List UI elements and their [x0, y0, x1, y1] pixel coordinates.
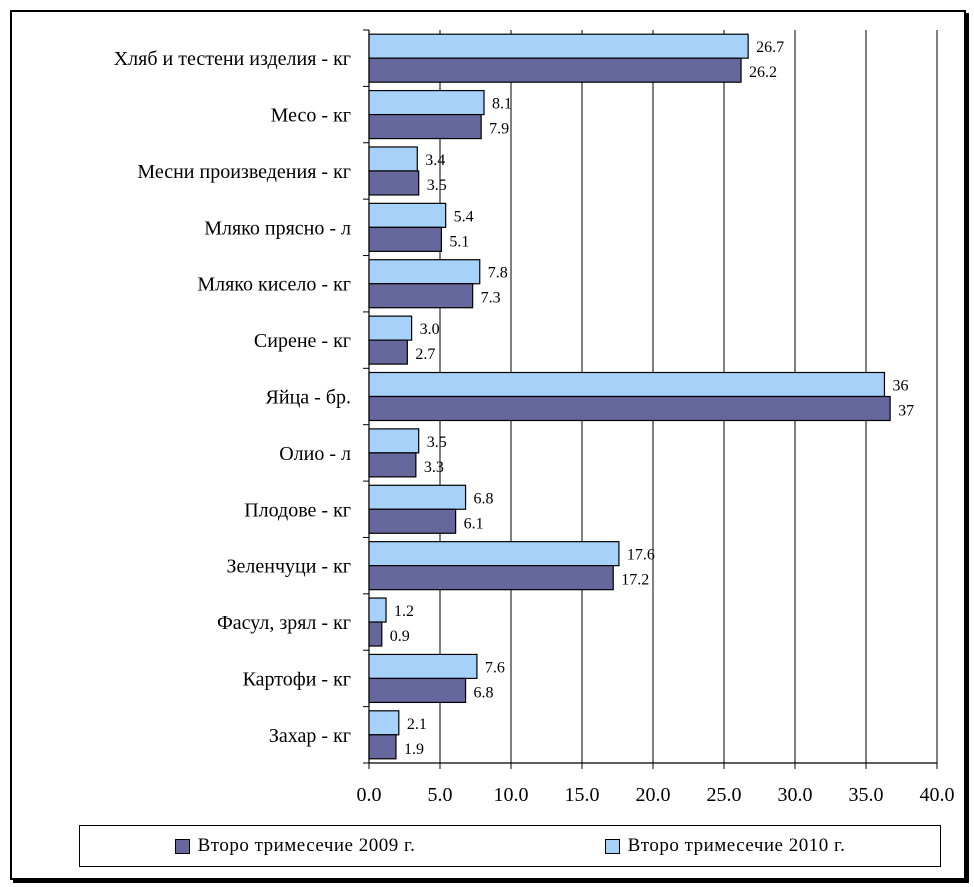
- data-label-2009: 7.9: [489, 121, 509, 138]
- category-label: Хляб и тестени изделия - кг: [114, 48, 351, 70]
- bar-2009: [368, 508, 457, 534]
- data-label-2010: 1.2: [394, 603, 414, 620]
- data-label-2010: 3.0: [420, 321, 440, 338]
- data-label-2010: 2.1: [407, 716, 427, 733]
- bar-2010: [368, 89, 485, 116]
- data-label-2009: 1.9: [404, 741, 424, 758]
- legend: Второ тримесечие 2009 г. Второ тримесечи…: [79, 825, 941, 867]
- x-tick-label: 10.0: [494, 784, 529, 806]
- data-label-2010: 26.7: [756, 39, 784, 56]
- bar-2009: [368, 113, 482, 140]
- x-tick-label: 15.0: [565, 784, 600, 806]
- bar-2010: [368, 259, 481, 285]
- legend-swatch-2010: [604, 838, 620, 854]
- category-label: Плодове - кг: [244, 499, 351, 521]
- x-tick-label: 25.0: [707, 784, 742, 806]
- bar-2010: [368, 484, 467, 510]
- data-label-2009: 6.8: [474, 684, 494, 701]
- bar-2009: [368, 339, 408, 365]
- category-label: Яйца - бр.: [266, 387, 351, 409]
- data-label-2010: 7.6: [485, 659, 505, 676]
- data-label-2009: 17.2: [621, 572, 649, 589]
- data-label-2010: 6.8: [474, 490, 494, 507]
- bar-2010: [368, 315, 413, 341]
- data-label-2009: 3.5: [427, 177, 447, 194]
- data-label-2009: 6.1: [464, 515, 484, 532]
- chart-frame: [10, 10, 966, 880]
- category-label: Месни произведения - кг: [137, 161, 351, 183]
- bar-2009: [368, 565, 614, 591]
- bar-2009: [368, 452, 417, 478]
- category-label: Фасул, зрял - кг: [217, 612, 351, 634]
- data-label-2010: 3.5: [427, 434, 447, 451]
- legend-swatch-2009: [174, 838, 190, 854]
- bar-2010: [368, 710, 400, 736]
- bar-2009: [368, 170, 420, 196]
- data-label-2009: 5.1: [449, 233, 469, 250]
- x-tick-label: 5.0: [428, 784, 453, 806]
- legend-item-2009: Второ тримесечие 2009 г.: [174, 835, 416, 857]
- bar-2009: [368, 734, 397, 760]
- bar-2010: [368, 33, 749, 59]
- bar-2010: [368, 541, 620, 567]
- data-label-2009: 26.2: [749, 64, 777, 81]
- data-label-2010: 8.1: [492, 96, 512, 113]
- bar-2010: [368, 202, 447, 228]
- data-label-2010: 36: [892, 378, 908, 395]
- category-label: Мляко прясно - л: [204, 217, 351, 239]
- data-label-2010: 3.4: [425, 152, 445, 169]
- data-label-2009: 37: [898, 403, 914, 420]
- legend-label-2009: Второ тримесечие 2009 г.: [197, 835, 416, 856]
- bar-2010: [368, 428, 420, 454]
- category-label: Олио - л: [279, 443, 351, 465]
- bar-2010: [368, 653, 478, 680]
- bar-2009: [368, 226, 443, 252]
- category-label: Мляко кисело - кг: [197, 274, 351, 296]
- category-label: Месо - кг: [271, 105, 351, 127]
- category-label: Сирене - кг: [254, 330, 351, 352]
- data-label-2010: 5.4: [454, 208, 474, 225]
- category-label: Захар - кг: [269, 725, 351, 747]
- x-tick-label: 30.0: [778, 784, 813, 806]
- data-label-2009: 7.3: [481, 290, 501, 307]
- bar-2009: [368, 57, 742, 83]
- bar-2009: [368, 677, 467, 704]
- bar-2009: [368, 621, 383, 647]
- data-label-2009: 0.9: [390, 628, 410, 645]
- legend-item-2010: Второ тримесечие 2010 г.: [604, 835, 846, 857]
- bar-2009: [368, 395, 891, 422]
- x-tick-label: 20.0: [636, 784, 671, 806]
- bar-2010: [368, 371, 886, 398]
- x-tick-label: 35.0: [849, 784, 884, 806]
- legend-label-2010: Второ тримесечие 2010 г.: [627, 835, 846, 856]
- bar-2010: [368, 146, 418, 172]
- x-tick-label: 0.0: [357, 784, 382, 806]
- data-label-2009: 2.7: [415, 346, 435, 363]
- category-label: Картофи - кг: [243, 668, 351, 690]
- bar-2009: [368, 283, 474, 309]
- category-label: Зеленчуци - кг: [226, 556, 351, 578]
- bar-2010: [368, 597, 387, 623]
- x-tick-label: 40.0: [920, 784, 955, 806]
- data-label-2010: 7.8: [488, 265, 508, 282]
- data-label-2009: 3.3: [424, 459, 444, 476]
- data-label-2010: 17.6: [627, 547, 655, 564]
